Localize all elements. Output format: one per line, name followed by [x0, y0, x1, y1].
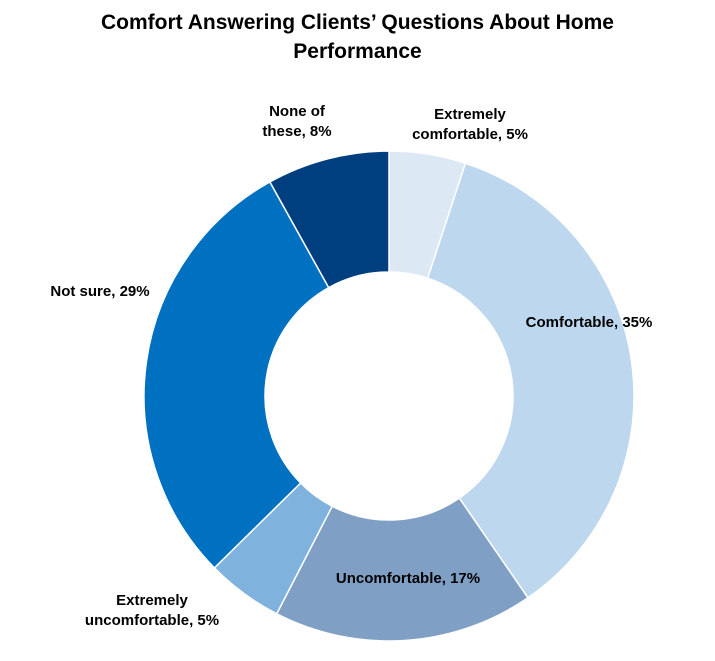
slice-comfortable-label: Comfortable, 35% [526, 314, 653, 331]
chart-title-line-2: Performance [293, 40, 422, 63]
slice-none-of-these-label-line: None of [269, 103, 326, 120]
slice-uncomfortable-label-line: Uncomfortable, 17% [336, 570, 480, 587]
slice-labels: Extremely comfortable, 5% Comfortable, 35%… [50, 103, 652, 629]
slice-extremely-comfortable-label: Extremely comfortable, 5% [412, 106, 528, 143]
slice-none-of-these-label-line: these, 8% [262, 123, 331, 140]
slice-none-of-these [268, 150, 390, 289]
slice-extremely-comfortable-label-line: Extremely [434, 106, 506, 123]
chart-title: Comfort Answering Clients’ Questions Abo… [0, 8, 715, 66]
slice-uncomfortable [275, 497, 529, 642]
slice-none-of-these-label: None of these, 8% [262, 103, 331, 140]
slice-comfortable [426, 162, 635, 599]
slice-extremely-comfortable-label-line: comfortable, 5% [412, 126, 528, 143]
slice-uncomfortable-label: Uncomfortable, 17% [336, 570, 480, 587]
slice-not-sure [143, 180, 330, 569]
donut-slices [143, 150, 635, 642]
slice-extremely-uncomfortable-label: Extremely uncomfortable, 5% [85, 592, 219, 629]
slice-extremely-uncomfortable-label-line: uncomfortable, 5% [85, 612, 219, 629]
slice-not-sure-label-line: Not sure, 29% [50, 283, 149, 300]
chart-title-line-1: Comfort Answering Clients’ Questions Abo… [101, 11, 614, 34]
slice-comfortable-label-line: Comfortable, 35% [526, 314, 653, 331]
slice-extremely-uncomfortable-label-line: Extremely [116, 592, 188, 609]
slice-not-sure-label: Not sure, 29% [50, 283, 149, 300]
